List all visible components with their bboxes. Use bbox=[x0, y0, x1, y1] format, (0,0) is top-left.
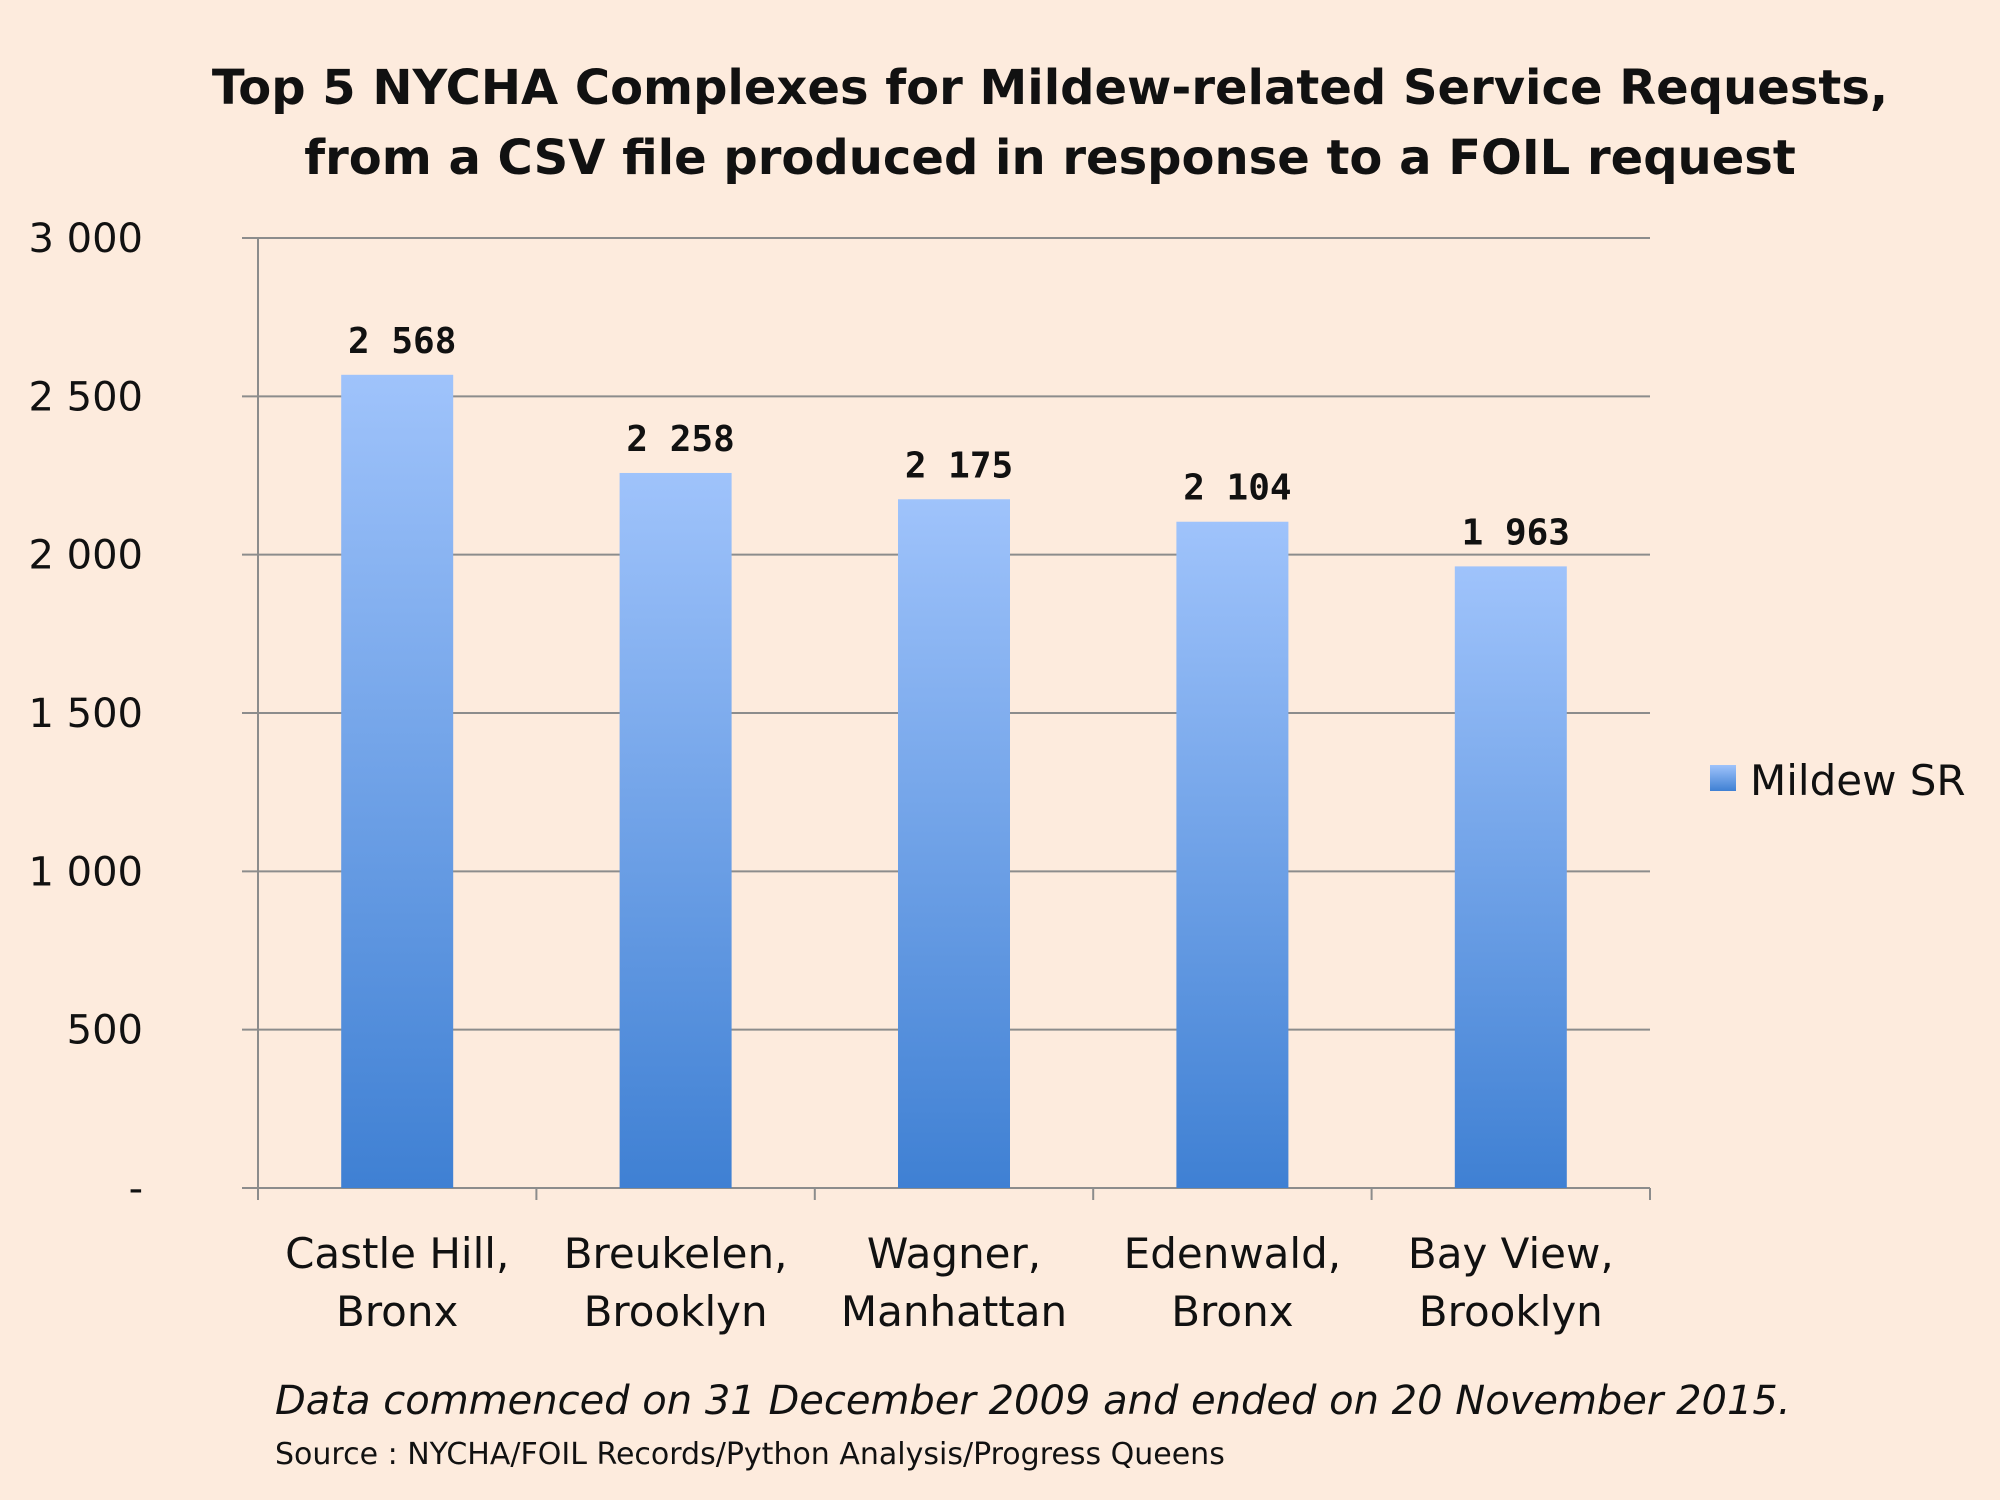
bar bbox=[898, 499, 1010, 1188]
chart-title: Top 5 NYCHA Complexes for Mildew-related… bbox=[211, 60, 1889, 116]
source-note: Source : NYCHA/FOIL Records/Python Analy… bbox=[275, 1437, 1225, 1472]
legend-label: Mildew SR bbox=[1750, 756, 1966, 805]
bar bbox=[1454, 566, 1567, 1188]
x-tick-label: Edenwald, bbox=[1124, 1229, 1341, 1278]
data-label: 2 175 bbox=[905, 445, 1013, 486]
data-label: 2 258 bbox=[626, 419, 734, 460]
footnote: Data commenced on 31 December 2009 and e… bbox=[275, 1378, 1791, 1424]
data-label: 1 963 bbox=[1462, 512, 1570, 553]
y-tick-label: 3 000 bbox=[28, 216, 143, 262]
data-label: 2 104 bbox=[1183, 468, 1291, 509]
bar bbox=[341, 374, 454, 1188]
x-tick-label: Wagner, bbox=[867, 1229, 1041, 1278]
x-tick-label: Manhattan bbox=[841, 1287, 1067, 1336]
x-tick-label: Breukelen, bbox=[564, 1229, 788, 1278]
legend-swatch bbox=[1710, 765, 1736, 791]
x-tick-label: Bronx bbox=[1171, 1287, 1293, 1336]
y-tick-label: 2 500 bbox=[28, 374, 143, 420]
y-tick-label: 1 000 bbox=[28, 849, 143, 895]
y-tick-label: 500 bbox=[67, 1008, 143, 1054]
x-tick-label: Brooklyn bbox=[584, 1287, 768, 1336]
x-tick-label: Castle Hill, bbox=[285, 1229, 509, 1278]
y-tick-label: 1 500 bbox=[28, 691, 143, 737]
x-tick-label: Brooklyn bbox=[1419, 1287, 1603, 1336]
y-tick-label: 2 000 bbox=[28, 533, 143, 579]
chart-subtitle: from a CSV file produced in response to … bbox=[304, 130, 1796, 186]
x-tick-label: Bay View, bbox=[1408, 1229, 1614, 1278]
bar bbox=[619, 472, 732, 1188]
data-label: 2 568 bbox=[348, 321, 456, 362]
y-tick-label: - bbox=[129, 1166, 143, 1212]
x-tick-label: Bronx bbox=[336, 1287, 458, 1336]
bar bbox=[1176, 521, 1289, 1188]
